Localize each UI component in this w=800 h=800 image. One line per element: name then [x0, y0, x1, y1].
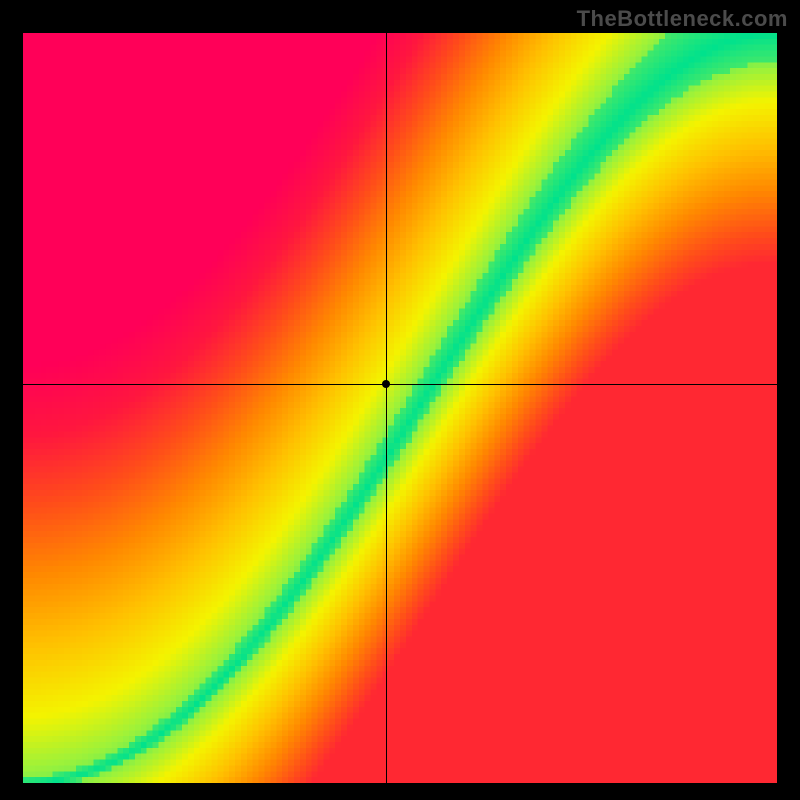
heatmap-plot: [23, 33, 777, 783]
watermark-text: TheBottleneck.com: [577, 6, 788, 32]
chart-frame: TheBottleneck.com: [0, 0, 800, 800]
heatmap-canvas: [23, 33, 777, 783]
